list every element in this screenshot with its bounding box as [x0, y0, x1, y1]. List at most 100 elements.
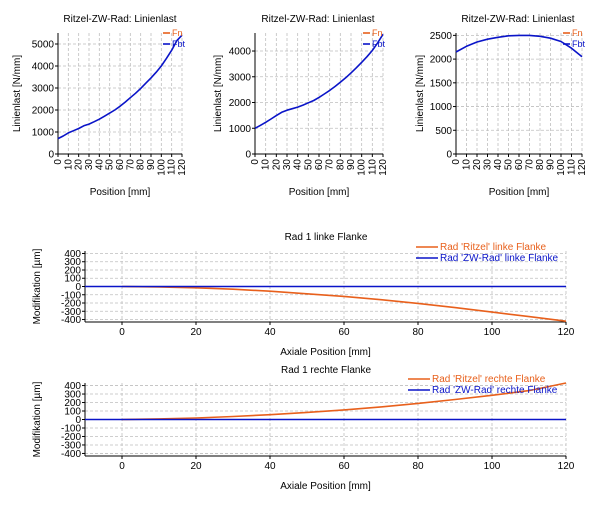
- x-tick-label: 80: [412, 461, 424, 472]
- x-tick-label: 0: [119, 327, 125, 338]
- x-tick-label: 110: [167, 159, 178, 175]
- x-tick-label: 80: [412, 327, 424, 338]
- x-tick-label: 70: [325, 159, 336, 171]
- x-tick-label: 30: [282, 159, 293, 171]
- x-tick-label: 60: [338, 461, 350, 472]
- x-tick-label: 0: [119, 461, 125, 472]
- x-tick-label: 60: [115, 159, 126, 171]
- x-tick-label: 90: [346, 159, 357, 171]
- x-tick-label: 70: [125, 159, 136, 171]
- legend-label: Fbt: [372, 39, 386, 49]
- x-axis-label: Position [mm]: [90, 187, 151, 198]
- x-tick-label: 30: [483, 159, 494, 171]
- x-tick-label: 20: [271, 159, 282, 171]
- legend-label: Fbt: [172, 39, 186, 49]
- y-tick-label: 100: [64, 274, 81, 285]
- x-tick-label: 50: [303, 159, 314, 171]
- y-tick-label: 1500: [430, 78, 453, 89]
- legend-label: Fn: [372, 28, 383, 38]
- legend-label: Rad 'Ritzel' rechte Flanke: [432, 374, 546, 385]
- x-tick-label: 40: [493, 159, 504, 171]
- x-tick-label: 80: [335, 159, 346, 171]
- x-tick-label: 60: [514, 159, 525, 171]
- legend-label: Fbt: [572, 39, 586, 49]
- x-axis-label: Position [mm]: [489, 187, 550, 198]
- x-tick-label: 90: [546, 159, 557, 171]
- series-line-2: [455, 34, 583, 58]
- y-tick-label: 5000: [32, 40, 55, 51]
- x-tick-label: 40: [264, 461, 276, 472]
- x-tick-label: 90: [146, 159, 157, 171]
- y-tick-label: 300: [64, 257, 81, 268]
- y-tick-label: 1000: [32, 128, 55, 139]
- x-tick-label: 60: [314, 159, 325, 171]
- y-tick-label: 1000: [430, 102, 453, 113]
- x-tick-label: 20: [74, 159, 85, 171]
- y-tick-label: 2000: [229, 98, 252, 109]
- y-axis-label: Modifikation [µm]: [32, 381, 43, 457]
- y-axis-label: Linienlast [N/mm]: [12, 55, 23, 132]
- y-tick-label: -300: [61, 307, 81, 318]
- x-tick-label: 10: [462, 159, 473, 171]
- y-tick-label: 100: [64, 407, 81, 418]
- y-tick-label: 0: [48, 150, 54, 161]
- legend-label: Rad 'ZW-Rad' rechte Flanke: [432, 385, 558, 396]
- x-tick-label: 100: [156, 159, 167, 176]
- y-tick-label: 1000: [229, 124, 252, 135]
- x-tick-label: 100: [556, 159, 567, 176]
- y-axis-label: Linienlast [N/mm]: [213, 55, 224, 132]
- x-tick-label: 100: [484, 461, 501, 472]
- chart-title: Rad 1 rechte Flanke: [281, 365, 371, 376]
- y-tick-label: -200: [61, 432, 81, 443]
- y-tick-label: 3000: [229, 72, 252, 83]
- x-tick-label: 20: [190, 461, 202, 472]
- x-tick-label: 10: [63, 159, 74, 171]
- y-tick-label: -100: [61, 423, 81, 434]
- x-tick-label: 20: [472, 159, 483, 171]
- x-axis-label: Axiale Position [mm]: [280, 481, 371, 492]
- chart-title: Rad 1 linke Flanke: [285, 232, 368, 243]
- x-tick-label: 30: [84, 159, 95, 171]
- x-tick-label: 100: [357, 159, 368, 176]
- x-tick-label: 0: [53, 159, 64, 165]
- x-tick-label: 120: [558, 327, 575, 338]
- x-tick-label: 40: [293, 159, 304, 171]
- y-tick-label: 200: [64, 398, 81, 409]
- y-tick-label: -400: [61, 449, 81, 460]
- x-tick-label: 50: [504, 159, 515, 171]
- y-axis-label: Linienlast [N/mm]: [415, 55, 426, 132]
- y-tick-label: 200: [64, 265, 81, 276]
- y-tick-label: 0: [245, 150, 251, 161]
- y-tick-label: 300: [64, 390, 81, 401]
- y-tick-label: 0: [75, 282, 81, 293]
- x-tick-label: 40: [94, 159, 105, 171]
- series-line-2: [254, 33, 384, 130]
- x-tick-label: 10: [261, 159, 272, 171]
- x-tick-label: 50: [105, 159, 116, 171]
- y-tick-label: 2000: [430, 55, 453, 66]
- y-tick-label: -300: [61, 440, 81, 451]
- x-axis-label: Axiale Position [mm]: [280, 347, 371, 358]
- y-tick-label: -400: [61, 315, 81, 326]
- legend-label: Fn: [172, 28, 183, 38]
- chart-title: Ritzel-ZW-Rad: Linienlast: [261, 14, 374, 25]
- x-tick-label: 0: [250, 159, 261, 165]
- x-tick-label: 20: [190, 327, 202, 338]
- x-tick-label: 120: [378, 159, 389, 176]
- x-tick-label: 60: [338, 327, 350, 338]
- series-line-1: [121, 285, 567, 322]
- legend-label: Fn: [572, 28, 583, 38]
- x-tick-label: 120: [177, 159, 188, 176]
- y-tick-label: 400: [64, 381, 81, 392]
- y-tick-label: 2000: [32, 106, 55, 117]
- y-tick-label: 3000: [32, 84, 55, 95]
- x-tick-label: 40: [264, 327, 276, 338]
- y-tick-label: -100: [61, 290, 81, 301]
- y-tick-label: 500: [435, 126, 452, 137]
- y-axis-label: Modifikation [µm]: [32, 248, 43, 324]
- x-tick-label: 70: [525, 159, 536, 171]
- x-tick-label: 100: [484, 327, 501, 338]
